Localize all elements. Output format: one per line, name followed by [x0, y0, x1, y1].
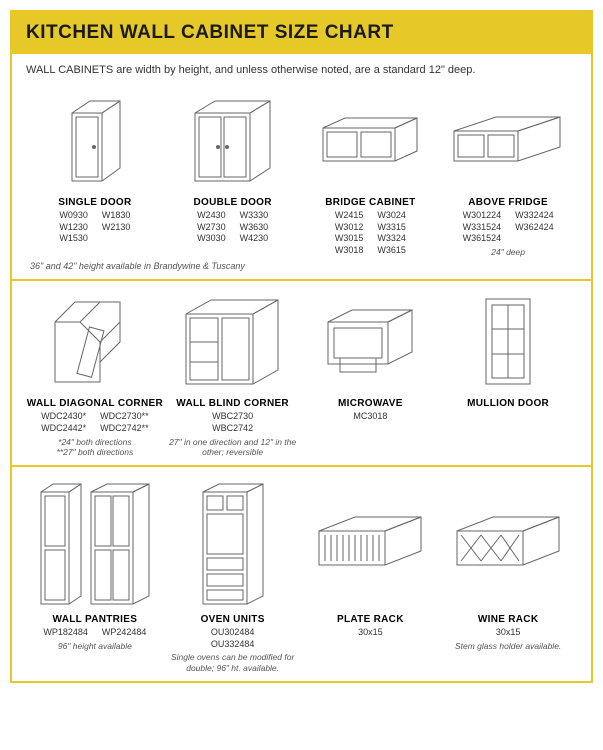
item-title: DOUBLE DOOR — [193, 197, 271, 208]
item-title: OVEN UNITS — [201, 614, 265, 625]
codes: 30x15 — [496, 627, 521, 639]
item-note: 27" in one direction and 12" in the othe… — [164, 437, 302, 457]
item-note: *24" both directions **27" both directio… — [57, 437, 134, 457]
item-double-door: DOUBLE DOOR W2430 W2730 W3030 W3330 W363… — [164, 88, 302, 245]
item-title: WALL BLIND CORNER — [176, 398, 289, 409]
codes: W0930 W1230 W1530 W1830 W2130 — [59, 210, 130, 245]
section-2-row: WALL DIAGONAL CORNER WDC2430* WDC2442* W… — [26, 289, 577, 457]
pantry-icon — [35, 475, 155, 610]
item-bridge-cabinet: BRIDGE CABINET W2415 W3012 W3015 W3018 W… — [302, 88, 440, 257]
codes: WP182484 WP242484 — [43, 627, 146, 639]
item-single-door: SINGLE DOOR W0930 W1230 W1530 W1830 W213… — [26, 88, 164, 245]
blind-corner-icon — [178, 289, 288, 394]
header-bar: KITCHEN WALL CABINET SIZE CHART — [12, 12, 591, 54]
item-diagonal-corner: WALL DIAGONAL CORNER WDC2430* WDC2442* W… — [26, 289, 164, 457]
item-note: 24" deep — [491, 247, 525, 257]
item-oven-units: OVEN UNITS OU302484 OU332484 Single oven… — [164, 475, 302, 673]
item-note: Single ovens can be modified for double;… — [164, 652, 302, 672]
item-title: WALL DIAGONAL CORNER — [27, 398, 163, 409]
diagonal-corner-icon — [45, 289, 145, 394]
item-title: BRIDGE CABINET — [325, 197, 415, 208]
item-title: PLATE RACK — [337, 614, 404, 625]
page-title: KITCHEN WALL CABINET SIZE CHART — [26, 22, 577, 44]
chart-container: KITCHEN WALL CABINET SIZE CHART WALL CAB… — [10, 10, 593, 683]
codes: MC3018 — [353, 411, 387, 423]
section-3-row: WALL PANTRIES WP182484 WP242484 96" heig… — [26, 475, 577, 673]
codes: W301224 W331524 W361524 W332424 W362424 — [463, 210, 554, 245]
item-title: ABOVE FRIDGE — [468, 197, 548, 208]
item-note: 96" height available — [58, 641, 132, 651]
item-title: MICROWAVE — [338, 398, 403, 409]
item-note: Stem glass holder available. — [455, 641, 561, 651]
item-title: WINE RACK — [478, 614, 538, 625]
above-fridge-icon — [448, 88, 568, 193]
codes: 30x15 — [358, 627, 383, 639]
plate-rack-icon — [313, 475, 428, 610]
codes: WDC2430* WDC2442* WDC2730** WDC2742** — [41, 411, 149, 434]
item-wall-pantries: WALL PANTRIES WP182484 WP242484 96" heig… — [26, 475, 164, 651]
item-blind-corner: WALL BLIND CORNER WBC2730 WBC2742 27" in… — [164, 289, 302, 457]
section-2: WALL DIAGONAL CORNER WDC2430* WDC2442* W… — [12, 279, 591, 465]
item-plate-rack: PLATE RACK 30x15 — [302, 475, 440, 639]
codes: W2430 W2730 W3030 W3330 W3630 W4230 — [197, 210, 268, 245]
wine-rack-icon — [451, 475, 566, 610]
section-note: 36" and 42" height available in Brandywi… — [26, 261, 577, 271]
item-above-fridge: ABOVE FRIDGE W301224 W331524 W361524 W33… — [439, 88, 577, 257]
item-title: MULLION DOOR — [467, 398, 549, 409]
item-mullion-door: MULLION DOOR — [439, 289, 577, 409]
item-wine-rack: WINE RACK 30x15 Stem glass holder availa… — [439, 475, 577, 651]
chart-description: WALL CABINETS are width by height, and u… — [12, 54, 591, 80]
item-microwave: MICROWAVE MC3018 — [302, 289, 440, 423]
item-title: WALL PANTRIES — [53, 614, 138, 625]
mullion-door-icon — [478, 289, 538, 394]
bridge-cabinet-icon — [315, 88, 425, 193]
codes: WBC2730 WBC2742 — [212, 411, 253, 434]
oven-icon — [195, 475, 270, 610]
item-title: SINGLE DOOR — [58, 197, 131, 208]
codes: W2415 W3012 W3015 W3018 W3024 W3315 W332… — [335, 210, 406, 257]
single-door-icon — [60, 88, 130, 193]
double-door-icon — [185, 88, 280, 193]
codes: OU302484 OU332484 — [211, 627, 255, 650]
section-1: SINGLE DOOR W0930 W1230 W1530 W1830 W213… — [12, 80, 591, 279]
microwave-icon — [320, 289, 420, 394]
section-3: WALL PANTRIES WP182484 WP242484 96" heig… — [12, 465, 591, 681]
section-1-row: SINGLE DOOR W0930 W1230 W1530 W1830 W213… — [26, 88, 577, 257]
